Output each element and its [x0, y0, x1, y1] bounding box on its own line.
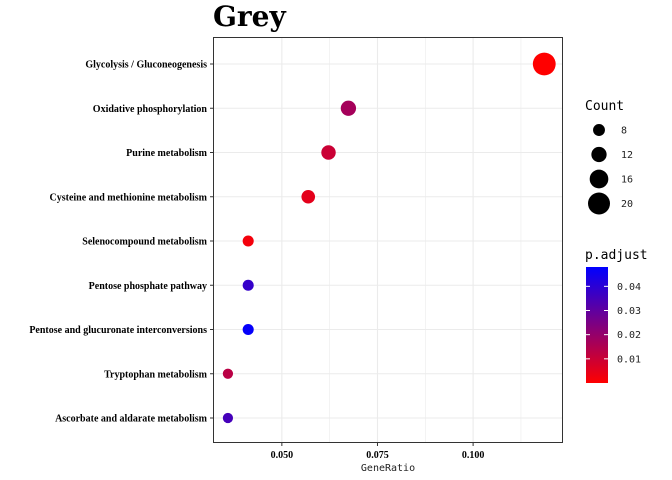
y-axis-labels: Glycolysis / Gluconeogenesis Oxidative ph… — [29, 60, 213, 425]
x-tick-label: 0.075 — [366, 450, 389, 461]
y-tick-label: Pentose and glucuronate interconversions — [29, 325, 207, 336]
data-point — [242, 235, 254, 247]
size-legend-label: 20 — [621, 199, 633, 210]
data-point — [301, 189, 316, 204]
y-tick-label: Pentose phosphate pathway — [89, 281, 207, 292]
color-legend-label: 0.04 — [617, 282, 641, 293]
color-legend: p.adjust 0.01 0.02 0.03 0.04 — [585, 248, 648, 383]
x-axis-ticks: 0.050 0.075 0.100 — [271, 443, 485, 461]
y-tick-label: Cysteine and methionine metabolism — [50, 192, 208, 203]
x-tick-label: 0.100 — [462, 450, 485, 461]
data-point — [222, 368, 234, 379]
data-point — [321, 145, 336, 160]
color-legend-title: p.adjust — [585, 248, 648, 263]
size-legend-title: Count — [585, 99, 624, 114]
size-legend-key — [593, 124, 605, 136]
data-point — [222, 412, 234, 424]
x-axis-title: GeneRatio — [361, 463, 415, 474]
y-tick-label: Purine metabolism — [126, 148, 207, 159]
grid-lines — [213, 37, 563, 443]
data-point — [340, 100, 357, 116]
size-legend-key — [588, 192, 610, 215]
color-bar — [586, 267, 608, 383]
y-tick-label: Ascorbate and aldarate metabolism — [55, 414, 208, 425]
y-tick-label: Glycolysis / Gluconeogenesis — [85, 60, 207, 71]
y-tick-label: Tryptophan metabolism — [104, 369, 208, 380]
color-legend-label: 0.02 — [617, 330, 641, 341]
y-tick-label: Selenocompound metabolism — [82, 237, 207, 248]
color-legend-label: 0.01 — [617, 354, 641, 365]
panel-border — [213, 37, 563, 443]
x-tick-label: 0.050 — [271, 450, 294, 461]
y-tick-label: Oxidative phosphorylation — [93, 104, 208, 115]
data-points — [222, 52, 556, 424]
size-legend: Count 8 12 16 20 — [585, 99, 633, 215]
size-legend-label: 12 — [621, 150, 633, 161]
size-legend-key — [591, 146, 607, 163]
data-point — [242, 323, 254, 336]
data-point — [242, 279, 254, 291]
chart-title: Grey — [213, 0, 286, 33]
color-legend-label: 0.03 — [617, 306, 641, 317]
size-legend-label: 8 — [621, 126, 627, 137]
size-legend-label: 16 — [621, 175, 633, 186]
data-point — [532, 52, 556, 76]
size-legend-key — [589, 169, 609, 189]
